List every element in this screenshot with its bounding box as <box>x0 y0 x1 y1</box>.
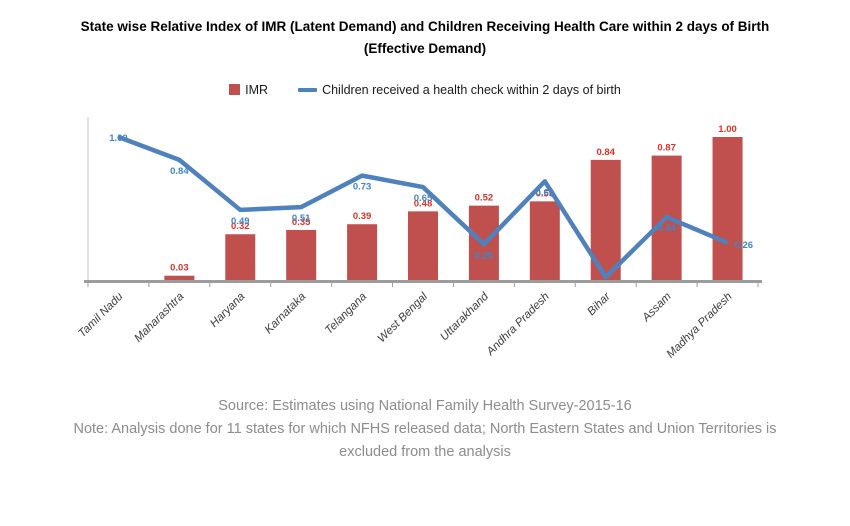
legend: IMR Children received a health check wit… <box>0 83 850 97</box>
healthcheck-line-series <box>117 134 729 279</box>
legend-imr-label: IMR <box>245 82 269 97</box>
bar-label-andhra-pradesh: 0.55 <box>536 188 555 199</box>
bar-karnataka <box>286 229 317 280</box>
chart-title: State wise Relative Index of IMR (Latent… <box>80 19 770 57</box>
x-tick-label-telangana: Telangana <box>323 290 369 336</box>
bar-label-telangana: 0.39 <box>353 211 372 222</box>
x-tick-label-madhya-pradesh: Madhya Pradesh <box>665 290 735 360</box>
bar-maharashtra <box>164 275 195 280</box>
legend-healthcheck-label: Children received a health check within … <box>322 82 621 97</box>
line-label-maharashtra: 0.84 <box>170 165 189 176</box>
footnote: Source: Estimates using National Family … <box>65 395 785 465</box>
imr-bar-swatch-icon <box>229 84 241 96</box>
x-tick-label-haryana: Haryana <box>208 290 247 329</box>
x-tick-label-maharashtra: Maharashtra <box>132 290 186 344</box>
legend-item-imr: IMR <box>229 83 268 97</box>
line-label-telangana: 0.73 <box>353 181 372 192</box>
line-label-madhya-pradesh: 0.26 <box>735 239 754 250</box>
legend-item-healthcheck: Children received a health check within … <box>298 83 621 97</box>
bar-andhra-pradesh <box>529 200 560 280</box>
x-tick-label-bihar: Bihar <box>585 289 613 317</box>
x-tick-label-west-bengal: West Bengal <box>376 290 431 345</box>
x-tick-label-andhra-pradesh: Andhra Pradesh <box>484 290 552 358</box>
bar-label-west-bengal: 0.48 <box>414 198 433 209</box>
bar-telangana <box>347 223 378 280</box>
line-label-andhra-pradesh: 0.69 <box>536 187 555 198</box>
line-label-assam: 0.44 <box>657 223 676 234</box>
line-label-karnataka: 0.51 <box>292 213 311 224</box>
note-text: Note: Analysis done for 11 states for wh… <box>73 420 777 460</box>
x-tick-label-karnataka: Karnataka <box>263 290 309 336</box>
bar-label-assam: 0.87 <box>657 142 676 153</box>
x-tick-label-assam: Assam <box>640 290 674 324</box>
x-tick-label-uttarakhand: Uttarakhand <box>438 290 491 343</box>
bar-label-madhya-pradesh: 1.00 <box>718 124 737 135</box>
bar-label-maharashtra: 0.03 <box>170 262 189 273</box>
line-label-uttarakhand: 0.25 <box>475 250 494 261</box>
healthcheck-line-swatch-icon <box>298 87 318 92</box>
line-label-west-bengal: 0.65 <box>414 193 433 204</box>
bar-label-haryana: 0.32 <box>231 221 250 232</box>
bar-madhya-pradesh <box>712 136 743 280</box>
bar-label-bihar: 0.84 <box>596 146 615 157</box>
x-axis-line <box>84 279 762 283</box>
source-text: Source: Estimates using National Family … <box>218 397 632 414</box>
bar-label-karnataka: 0.35 <box>292 216 311 227</box>
x-tick-label-tamil-nadu: Tamil Nadu <box>76 290 126 340</box>
line-label-haryana: 0.49 <box>231 215 250 226</box>
combo-chart: 0.03 0.32 0.35 0.39 0.48 0.52 0.55 0.84 0.87 1.00… <box>76 116 762 360</box>
bar-haryana <box>225 233 256 280</box>
bar-west-bengal <box>408 210 438 280</box>
bar-label-uttarakhand: 0.52 <box>475 192 494 203</box>
